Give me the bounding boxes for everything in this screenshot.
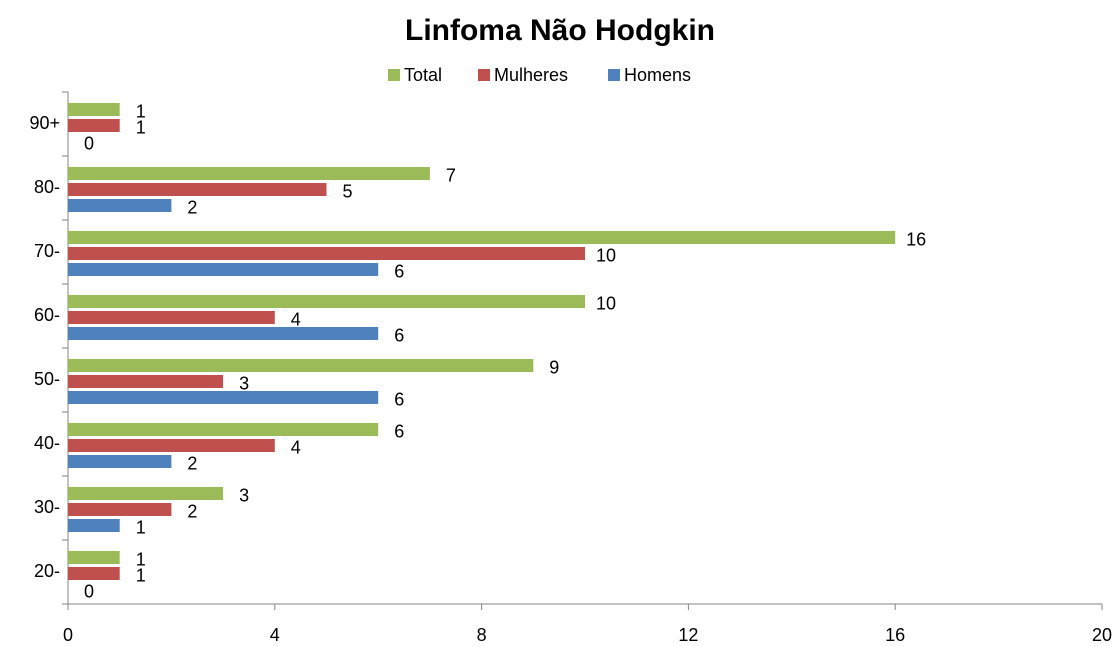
bar	[68, 327, 379, 340]
legend-label: Mulheres	[494, 65, 568, 85]
y-tick-label: 90+	[29, 113, 60, 133]
value-label: 5	[342, 181, 352, 201]
legend-label: Homens	[624, 65, 691, 85]
bar	[68, 167, 430, 180]
value-label: 9	[549, 357, 559, 377]
value-label: 4	[291, 437, 301, 457]
y-tick-label: 30-	[34, 497, 60, 517]
y-tick-label: 20-	[34, 561, 60, 581]
x-tick-label: 4	[270, 625, 280, 645]
bar	[68, 119, 120, 132]
value-label: 1	[136, 517, 146, 537]
y-tick-label: 80-	[34, 177, 60, 197]
value-label: 1	[136, 101, 146, 121]
bar	[68, 263, 379, 276]
bar	[68, 311, 275, 324]
x-tick-label: 8	[477, 625, 487, 645]
x-tick-label: 0	[63, 625, 73, 645]
value-label: 4	[291, 309, 301, 329]
value-label: 7	[446, 165, 456, 185]
bar	[68, 455, 172, 468]
chart-title: Linfoma Não Hodgkin	[405, 14, 715, 47]
value-label: 2	[187, 197, 197, 217]
value-label: 2	[187, 501, 197, 521]
value-label: 1	[136, 117, 146, 137]
value-label: 0	[84, 581, 94, 601]
bar	[68, 519, 120, 532]
value-label: 1	[136, 565, 146, 585]
value-label: 6	[394, 261, 404, 281]
bar	[68, 439, 275, 452]
y-tick-label: 40-	[34, 433, 60, 453]
bar	[68, 567, 120, 580]
bar	[68, 487, 224, 500]
value-label: 0	[84, 133, 94, 153]
y-tick-label: 60-	[34, 305, 60, 325]
legend-swatch	[388, 69, 400, 81]
bar	[68, 423, 379, 436]
bar	[68, 359, 534, 372]
bar	[68, 103, 120, 116]
bar	[68, 231, 896, 244]
bar	[68, 503, 172, 516]
value-label: 3	[239, 485, 249, 505]
bar	[68, 247, 585, 260]
bar	[68, 199, 172, 212]
legend-swatch	[478, 69, 490, 81]
value-label: 6	[394, 389, 404, 409]
bar	[68, 551, 120, 564]
x-tick-label: 16	[885, 625, 905, 645]
legend-label: Total	[404, 65, 442, 85]
bar	[68, 391, 379, 404]
value-label: 6	[394, 325, 404, 345]
value-label: 10	[596, 245, 616, 265]
bar	[68, 375, 224, 388]
bar	[68, 183, 327, 196]
bar	[68, 295, 585, 308]
legend-swatch	[608, 69, 620, 81]
value-label: 1	[136, 549, 146, 569]
y-tick-label: 50-	[34, 369, 60, 389]
x-tick-label: 20	[1092, 625, 1112, 645]
value-label: 10	[596, 293, 616, 313]
value-label: 6	[394, 421, 404, 441]
value-label: 2	[187, 453, 197, 473]
x-tick-label: 12	[678, 625, 698, 645]
y-tick-label: 70-	[34, 241, 60, 261]
value-label: 16	[906, 229, 926, 249]
value-label: 3	[239, 373, 249, 393]
